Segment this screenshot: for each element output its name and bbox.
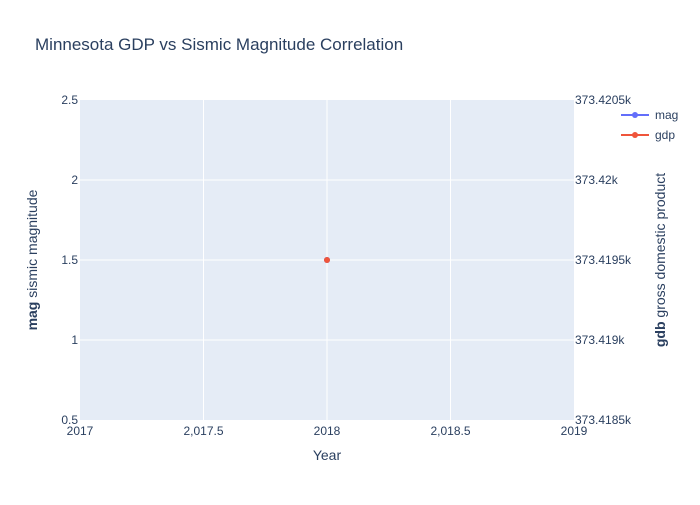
x-tick-label: 2,017.5 [183, 424, 223, 438]
grid-lines [80, 100, 574, 420]
legend-item-gdp[interactable]: gdp [621, 128, 675, 142]
y-tick-label: 1.5 [61, 253, 78, 267]
y-tick-label: 0.5 [61, 413, 78, 427]
data-point-gdp [324, 257, 330, 263]
y2-tick-label: 373.4185k [575, 413, 632, 427]
y-tick-label: 2 [71, 173, 78, 187]
x-axis-label: Year [313, 447, 342, 463]
y2-tick-label: 373.4205k [575, 93, 632, 107]
y-axis-label-bold: mag [24, 302, 40, 331]
y2-tick-label: 373.419k [575, 333, 625, 347]
y-tick-label: 1 [71, 333, 78, 347]
x-tick-label: 2,018.5 [430, 424, 470, 438]
y2-axis-label-rest: gross domestic product [652, 173, 668, 322]
legend-label-gdp: gdp [655, 128, 675, 142]
x-tick-label: 2019 [561, 424, 588, 438]
y-axis-label: mag sismic magnitude [24, 189, 40, 330]
y2-axis-label: gdb gross domestic product [652, 173, 668, 347]
x-tick-label: 2018 [314, 424, 341, 438]
y-axis-label-rest: sismic magnitude [24, 189, 40, 301]
y2-tick-label: 373.42k [575, 173, 619, 187]
y-tick-label: 2.5 [61, 93, 78, 107]
y2-tick-label: 373.4195k [575, 253, 632, 267]
legend: mag gdp [621, 108, 678, 142]
data-marks [324, 257, 330, 263]
legend-marker-gdp [632, 132, 638, 138]
y2-axis-label-bold: gdb [652, 321, 668, 347]
x-tick-label: 2017 [67, 424, 94, 438]
legend-label-mag: mag [655, 108, 678, 122]
legend-marker-mag [632, 112, 638, 118]
tick-labels: 2017 2,017.5 2018 2,018.5 2019 0.5 1 1.5 2 2.5 373… [61, 93, 632, 438]
chart-title: Minnesota GDP vs Sismic Magnitude Correl… [35, 35, 403, 54]
legend-item-mag[interactable]: mag [621, 108, 678, 122]
